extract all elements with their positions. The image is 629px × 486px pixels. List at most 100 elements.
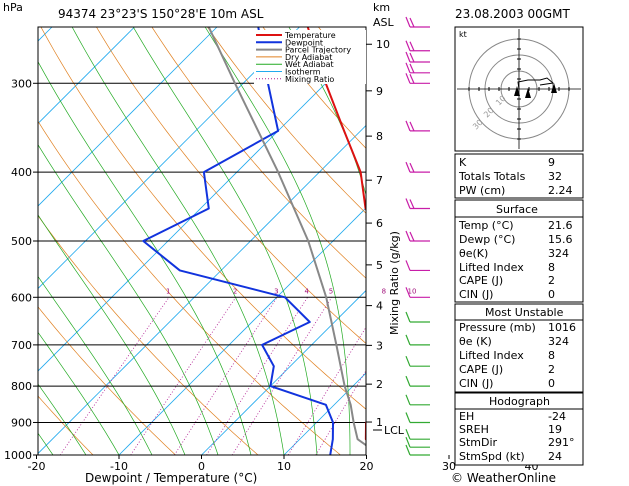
wind-barb-flag: [409, 52, 415, 63]
dry-adiabat-line: [151, 27, 366, 279]
mixing-ratio-label: 4: [305, 287, 310, 295]
temperature-tick-label: -20: [28, 460, 46, 473]
hodo-value: 24: [548, 450, 562, 463]
series-line-temperature: [306, 27, 366, 441]
surface-label: Dewp (°C): [459, 233, 515, 246]
temperature-tick-label: 20: [360, 460, 374, 473]
wind-barb-flag: [405, 120, 411, 132]
mu-label: CAPE (J): [459, 363, 503, 376]
temperature-tick-label: 0: [198, 460, 205, 473]
wind-barb-flag: [405, 412, 411, 423]
pressure-tick-label: 1000: [4, 449, 32, 462]
mu-value: 8: [548, 349, 555, 362]
surface-label: CIN (J): [459, 288, 493, 301]
surface-value: 8: [548, 261, 555, 274]
wind-barb-flag: [405, 444, 411, 456]
pw-label: PW (cm): [459, 184, 505, 197]
wind-barb-flag: [405, 355, 411, 367]
mixing-ratio-label: 8: [382, 287, 386, 295]
date-label: 23.08.2003 00GMT: [455, 7, 570, 21]
wind-barb-flag: [405, 62, 411, 74]
series-line-parcel-trajectory: [207, 27, 366, 447]
surface-label: CAPE (J): [459, 274, 503, 287]
k-value: 9: [548, 156, 555, 169]
storm-motion-marker-3: [551, 83, 557, 93]
profile-lines: [142, 27, 366, 455]
dry-adiabat-line: [95, 27, 366, 344]
mixing-ratio-label: 10: [408, 287, 417, 295]
mixing-ratio-label: 1: [166, 287, 170, 295]
km-axis-title: km: [373, 1, 390, 14]
pw-value: 2.24: [548, 184, 573, 197]
isotherm-line: [201, 289, 366, 455]
wet-adiabat-line: [38, 60, 252, 455]
hodo-value: 19: [548, 423, 562, 436]
pressure-tick-label: 900: [11, 416, 32, 429]
mixing-ratio-line: [231, 297, 333, 455]
wind-barb-flag: [409, 74, 415, 84]
wind-barb-flag: [405, 161, 411, 173]
mixing-ratio-label: 3: [274, 287, 278, 295]
wind-barb-flag: [405, 394, 411, 406]
pressure-tick-label: 300: [11, 77, 32, 90]
mu-label: θe (K): [459, 335, 492, 348]
wind-barb-flag: [405, 428, 411, 440]
mixing-ratio-line: [315, 369, 366, 455]
mixing-ratio-label: 2: [233, 287, 237, 295]
surface-value: 2: [548, 274, 555, 287]
basic-indices-box: [454, 153, 584, 199]
wet-adiabat-line: [38, 432, 54, 455]
hodo-value: -24: [548, 410, 566, 423]
height-tick-label: 3: [376, 339, 383, 352]
wet-adiabat-line: [0, 113, 20, 455]
mixing-ratio-line: [130, 297, 237, 455]
mu-value: 0: [548, 377, 555, 390]
dry-adiabat-line: [206, 27, 366, 214]
wind-barb-flag: [405, 40, 411, 51]
wet-adiabat-line: [38, 214, 186, 455]
height-tick-label: 7: [376, 174, 383, 187]
height-tick-label: 4: [376, 300, 383, 313]
wet-adiabat-line: [38, 331, 120, 455]
height-tick-label: 2: [376, 378, 383, 391]
hodograph-trace: [517, 77, 555, 90]
wind-profile: [405, 16, 430, 456]
height-tick-label: 1: [376, 416, 383, 429]
pressure-tick-label: 400: [11, 166, 32, 179]
legend-label: Parcel Trajectory: [285, 46, 351, 55]
wet-adiabat-line: [204, 27, 351, 455]
wind-barb-flag: [405, 334, 411, 346]
temperature-tick-label: 30: [442, 460, 456, 473]
x-axis-label: Dewpoint / Temperature (°C): [85, 471, 257, 485]
mu-label: CIN (J): [459, 377, 493, 390]
wind-barb-flag: [405, 375, 411, 387]
pressure-axis: 300 400 500 600 700 800 900 1000: [4, 77, 38, 462]
wet-adiabat-line: [38, 275, 153, 455]
height-tick-label: 10: [376, 38, 390, 51]
dry-adiabat-line: [38, 395, 94, 455]
mixing-ratio-lines: [59, 297, 366, 455]
height-axis: 10 9 8 7 6 5 4 3 2 1: [366, 38, 390, 429]
surface-title: Surface: [496, 203, 538, 216]
isotherm-line: [38, 27, 218, 207]
pressure-tick-label: 800: [11, 380, 32, 393]
dry-adiabat-line: [583, 14, 629, 470]
credit: © WeatherOnline: [451, 471, 556, 485]
wind-barb-flag: [405, 311, 411, 323]
pressure-tick-label: 600: [11, 291, 32, 304]
surface-label: Temp (°C): [458, 219, 514, 232]
surface-value: 324: [548, 247, 569, 260]
wet-adiabat-line: [38, 144, 219, 455]
lcl-label: LCL: [384, 424, 405, 437]
wind-barb-flag: [409, 41, 415, 52]
mixing-ratio-line: [287, 326, 366, 455]
most-unstable-title: Most Unstable: [485, 306, 564, 319]
hodograph: kt 30 20 10: [454, 26, 584, 152]
mu-value: 2: [548, 363, 555, 376]
surface-label: Lifted Index: [459, 261, 524, 274]
isotherm-line: [283, 372, 366, 455]
surface-label: θe(K): [459, 247, 488, 260]
hodograph-table-title: Hodograph: [489, 395, 550, 408]
station-info: 94374 23°23'S 150°28'E 10m ASL: [58, 7, 264, 21]
